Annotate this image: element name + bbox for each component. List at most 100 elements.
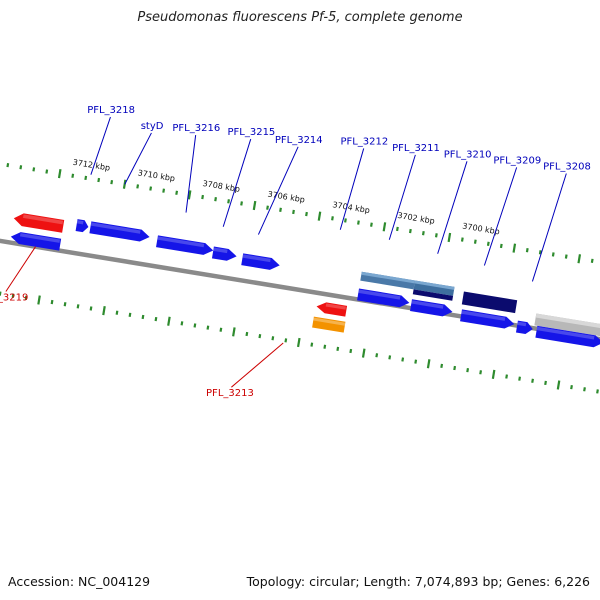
inner-tick (180, 321, 184, 326)
gene-pfl-3219 (10, 232, 62, 251)
inner-tick (167, 316, 171, 326)
inner-tick (491, 369, 496, 380)
gene-pfl-3214 (241, 253, 280, 270)
outer-tick (551, 252, 555, 257)
inner-tick (206, 325, 210, 330)
gene-label: PFL_3215 (227, 127, 275, 138)
gene-label: PFL_3209 (493, 155, 541, 166)
inner-tick (375, 353, 379, 358)
gene-label: PFL_3213 (206, 388, 254, 399)
inner-tick (479, 370, 483, 375)
gene-pfl-3213-orf (312, 316, 346, 333)
inner-tick (128, 312, 132, 318)
leader-line (5, 246, 36, 292)
inner-tick (284, 338, 288, 343)
outer-tick-row (6, 162, 594, 264)
tick-label: 3704 kbp (332, 200, 371, 215)
gene-label: PFL_3219 (0, 292, 28, 303)
outer-tick (473, 239, 477, 244)
inner-tick (296, 337, 301, 348)
gene-label: PFL_3214 (275, 135, 323, 146)
gene-pfl-3208 (535, 325, 600, 348)
feature-navy (461, 291, 518, 314)
gene-label: PFL_3212 (340, 136, 388, 147)
leader-line (388, 154, 416, 240)
inner-tick (24, 295, 28, 300)
gene-label: PFL_3211 (392, 143, 440, 154)
inner-tick (414, 359, 418, 364)
leader-line (339, 148, 365, 230)
gene-pfl-3208-shine (536, 326, 595, 340)
outer-tick (434, 233, 438, 238)
outer-tick (6, 162, 10, 168)
inner-tick (258, 333, 262, 339)
outer-tick (382, 222, 387, 232)
inner-tick (219, 327, 223, 332)
outer-tick (45, 169, 49, 174)
outer-tick (525, 248, 529, 253)
outer-tick (110, 179, 114, 185)
inner-tick (466, 367, 470, 373)
leader-line (483, 167, 518, 266)
outer-tick (71, 173, 75, 178)
inner-tick (556, 380, 561, 390)
inner-tick (453, 365, 457, 371)
outer-tick (395, 226, 399, 232)
inner-tick (323, 344, 327, 349)
inner-tick (271, 336, 275, 341)
outer-tick (564, 254, 568, 259)
leader-line (124, 132, 152, 185)
inner-tick (115, 310, 119, 315)
feature-steel-2-shine (414, 280, 455, 290)
inner-tick (63, 302, 67, 307)
inner-tick (518, 376, 521, 381)
leader-line (257, 146, 299, 235)
gene-pfl-3213-orf-shine (313, 317, 346, 326)
outer-tick (240, 201, 243, 206)
feature-grey-shine (535, 313, 600, 329)
outer-tick (187, 190, 192, 200)
outer-tick (19, 165, 23, 170)
outer-tick (512, 243, 517, 253)
outer-tick (305, 211, 308, 217)
leader-line (531, 173, 567, 282)
inner-tick (193, 323, 197, 328)
gene-label: PFL_3210 (444, 149, 492, 160)
gene-pfl-3213-shine (325, 303, 346, 310)
inner-tick (570, 385, 573, 390)
inner-tick (141, 314, 145, 320)
outer-tick (317, 211, 322, 221)
accession-text: Accession: NC_004129 (8, 574, 151, 589)
outer-tick (486, 241, 490, 246)
gene-label: PFL_3216 (172, 123, 220, 134)
outer-tick (408, 228, 412, 234)
gene-pfl-3219-cds (13, 213, 65, 233)
gene-track (10, 213, 600, 348)
gene-pfl-3213 (316, 302, 348, 317)
inner-tick (505, 374, 509, 379)
outer-tick (227, 199, 230, 204)
tick-label: 3710 kbp (137, 168, 176, 183)
feature-steel-1-shine (361, 271, 416, 284)
outer-tick (577, 254, 582, 264)
gene-pfl-3209 (515, 320, 533, 335)
outer-tick (162, 188, 166, 193)
inner-tick (544, 380, 547, 386)
gene-pfl-3212-shine (358, 289, 401, 300)
gene-pfl-3214-shine (242, 254, 271, 263)
inner-tick (583, 387, 586, 392)
outer-tick (136, 184, 140, 189)
feature-navy-small (412, 289, 454, 301)
outer-tick (331, 216, 334, 221)
genome-backbone (0, 229, 600, 351)
inner-tick (401, 357, 405, 362)
inner-tick (361, 348, 366, 358)
outer-tick (97, 177, 101, 183)
gene-styd (89, 221, 150, 242)
gene-pfl-3216-shine (157, 236, 205, 248)
tick-label: 3708 kbp (202, 179, 241, 194)
leader-line (185, 135, 197, 213)
